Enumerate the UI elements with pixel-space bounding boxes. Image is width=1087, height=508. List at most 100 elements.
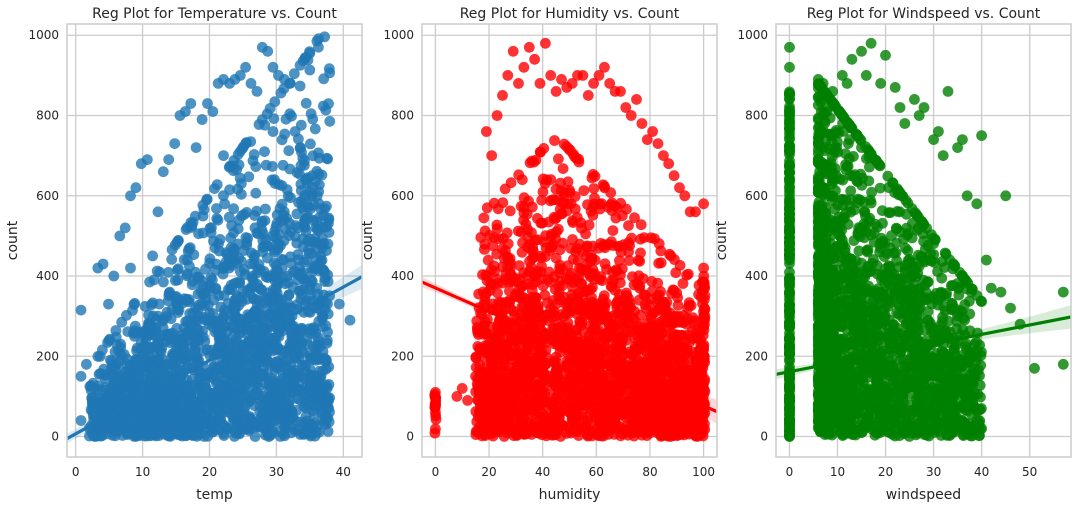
data-point (165, 313, 177, 325)
data-point (294, 368, 305, 379)
data-point (491, 223, 503, 235)
data-point (322, 326, 333, 338)
data-point (634, 280, 646, 292)
data-point (147, 250, 159, 262)
data-point (305, 138, 316, 150)
data-point (151, 265, 163, 277)
data-point (134, 430, 146, 441)
data-point (183, 296, 195, 308)
data-point (562, 198, 574, 210)
data-point (546, 426, 558, 438)
data-point (224, 398, 236, 410)
x-tick-label: 80 (642, 465, 657, 479)
data-point (534, 78, 546, 89)
data-point (322, 401, 334, 413)
data-point (75, 304, 87, 316)
data-point (288, 68, 300, 80)
data-point (313, 33, 324, 45)
data-point (235, 188, 247, 200)
data-point (143, 309, 155, 321)
data-point (312, 302, 324, 314)
data-point (699, 375, 710, 387)
data-point (630, 362, 642, 373)
data-point (240, 350, 252, 362)
data-point (484, 405, 496, 417)
data-point (504, 350, 516, 361)
data-point (526, 227, 537, 239)
y-tick-label: 200 (36, 349, 59, 363)
data-point (569, 203, 581, 215)
data-point (549, 135, 560, 146)
data-point (304, 374, 316, 386)
data-point (672, 299, 684, 311)
data-point (235, 385, 247, 396)
data-point (543, 216, 555, 228)
data-point (141, 154, 153, 166)
data-point (140, 352, 152, 364)
data-point (244, 287, 256, 299)
data-point (586, 172, 598, 184)
data-point (271, 339, 282, 351)
data-point (658, 296, 670, 308)
data-point (276, 254, 288, 265)
data-point (482, 254, 494, 266)
data-point (430, 399, 441, 410)
data-point (275, 322, 287, 333)
data-point (698, 198, 709, 210)
data-point (520, 355, 532, 367)
data-point (273, 179, 285, 190)
data-point (504, 205, 516, 217)
data-point (633, 343, 645, 354)
data-point (230, 303, 241, 315)
data-point (456, 383, 468, 394)
x-tick-label: 40 (336, 465, 351, 479)
data-point (279, 128, 291, 140)
data-point (146, 404, 158, 416)
data-point (286, 338, 298, 349)
data-point (226, 260, 238, 271)
data-point (537, 186, 549, 198)
data-point (235, 266, 246, 277)
data-point (75, 415, 87, 426)
data-point (169, 138, 181, 150)
data-point (213, 341, 225, 352)
data-point (172, 294, 184, 305)
chart-title: Reg Plot for Temperature vs. Count (92, 6, 337, 22)
y-tick-label: 400 (36, 269, 59, 283)
data-point (166, 254, 178, 265)
data-point (564, 297, 576, 309)
data-point (518, 61, 530, 73)
data-point (146, 426, 157, 437)
data-point (262, 45, 274, 57)
data-point (679, 190, 691, 202)
data-point (122, 385, 133, 397)
regression-line (67, 275, 362, 440)
data-point (158, 276, 169, 288)
data-point (312, 391, 324, 402)
data-point (252, 294, 264, 306)
data-point (517, 237, 528, 249)
data-point (699, 294, 710, 305)
data-point (579, 307, 590, 319)
data-point (108, 270, 120, 282)
data-point (699, 424, 711, 435)
data-point (265, 429, 276, 441)
data-point (492, 318, 504, 330)
data-point (243, 171, 255, 183)
data-point (579, 403, 590, 414)
data-point (587, 240, 599, 252)
data-point (156, 422, 168, 433)
data-point (620, 102, 632, 113)
data-point (674, 182, 685, 194)
data-point (530, 154, 542, 166)
data-point (547, 194, 559, 206)
data-point (535, 146, 546, 158)
data-point (193, 324, 205, 336)
data-point (648, 330, 660, 342)
data-point (297, 233, 309, 245)
data-point (504, 253, 516, 264)
data-point (504, 267, 516, 278)
points-humidity (429, 37, 711, 442)
data-point (682, 347, 694, 358)
